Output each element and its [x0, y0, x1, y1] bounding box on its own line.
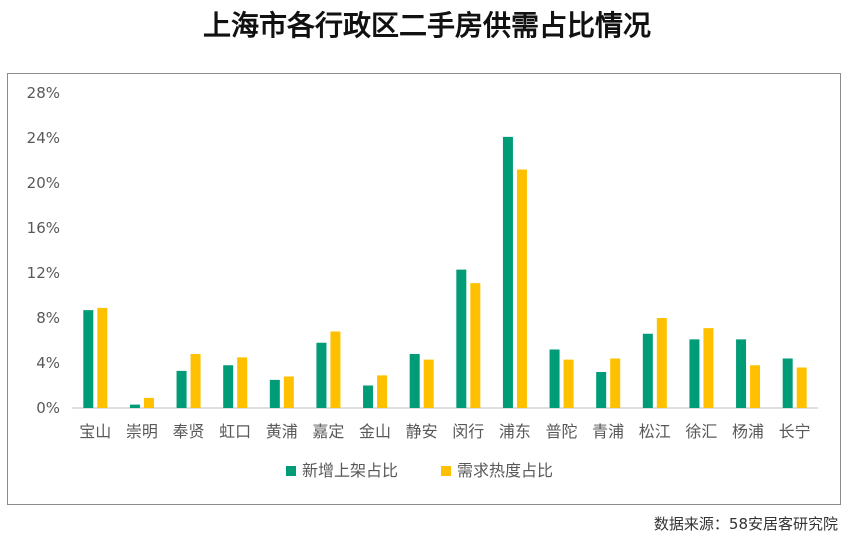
bar-demand-heat [610, 358, 621, 408]
bar-new-listing [363, 385, 374, 408]
y-tick-label: 0% [36, 399, 60, 417]
x-tick-label: 静安 [406, 422, 438, 441]
y-tick-label: 12% [27, 264, 60, 282]
chart-title: 上海市各行政区二手房供需占比情况 [202, 9, 651, 42]
x-tick-label: 青浦 [592, 422, 624, 441]
x-tick-label: 奉贤 [173, 422, 205, 441]
x-tick-label: 普陀 [546, 422, 578, 441]
x-tick-label: 宝山 [79, 422, 111, 441]
bar-new-listing [502, 136, 513, 408]
bar-new-listing [736, 339, 747, 408]
bar-demand-heat [143, 397, 154, 408]
x-tick-label: 虹口 [219, 422, 251, 441]
bar-demand-heat [470, 283, 481, 408]
bar-demand-heat [237, 357, 248, 408]
bar-new-listing [409, 354, 420, 408]
bar-new-listing [129, 404, 140, 408]
y-tick-label: 28% [27, 84, 60, 102]
bar-demand-heat [796, 367, 807, 408]
bar-demand-heat [97, 307, 108, 408]
x-tick-label: 浦东 [499, 422, 531, 441]
x-tick-label: 松江 [639, 422, 671, 441]
bar-new-listing [269, 379, 280, 408]
bar-demand-heat [516, 169, 527, 408]
x-tick-label: 崇明 [126, 422, 158, 441]
data-source: 数据来源：58安居客研究院 [653, 515, 838, 533]
bar-demand-heat [330, 331, 341, 408]
x-tick-label: 长宁 [779, 422, 811, 441]
x-tick-label: 杨浦 [732, 422, 764, 441]
bar-demand-heat [563, 359, 574, 408]
bar-demand-heat [190, 354, 201, 408]
bar-new-listing [83, 310, 94, 408]
bar-new-listing [223, 365, 234, 408]
legend-demand-heat-label: 需求热度占比 [457, 461, 553, 480]
bar-new-listing [642, 333, 653, 408]
bar-demand-heat [703, 328, 714, 408]
chart-frame [7, 73, 841, 505]
bar-new-listing [549, 349, 560, 408]
bar-demand-heat [656, 318, 667, 408]
legend-demand-heat-swatch [441, 466, 451, 476]
bar-new-listing [176, 370, 187, 408]
bar-demand-heat [377, 375, 388, 408]
y-tick-label: 4% [36, 354, 60, 372]
bar-demand-heat [283, 376, 294, 408]
y-tick-label: 24% [27, 129, 60, 147]
bar-new-listing [316, 342, 327, 408]
y-tick-label: 8% [36, 309, 60, 327]
bar-demand-heat [750, 365, 761, 408]
y-tick-label: 20% [27, 174, 60, 192]
legend-new-listing-swatch [286, 466, 296, 476]
bar-new-listing [782, 358, 793, 408]
x-tick-label: 徐汇 [685, 422, 717, 441]
y-tick-label: 16% [27, 219, 60, 237]
bar-demand-heat [423, 359, 434, 408]
bar-new-listing [456, 269, 467, 408]
x-tick-label: 金山 [359, 422, 391, 441]
x-tick-label: 黄浦 [266, 422, 298, 441]
bar-new-listing [689, 339, 700, 408]
bar-new-listing [596, 372, 607, 408]
x-tick-label: 嘉定 [312, 422, 344, 441]
x-tick-label: 闵行 [452, 422, 484, 441]
legend-new-listing-label: 新增上架占比 [302, 461, 398, 480]
